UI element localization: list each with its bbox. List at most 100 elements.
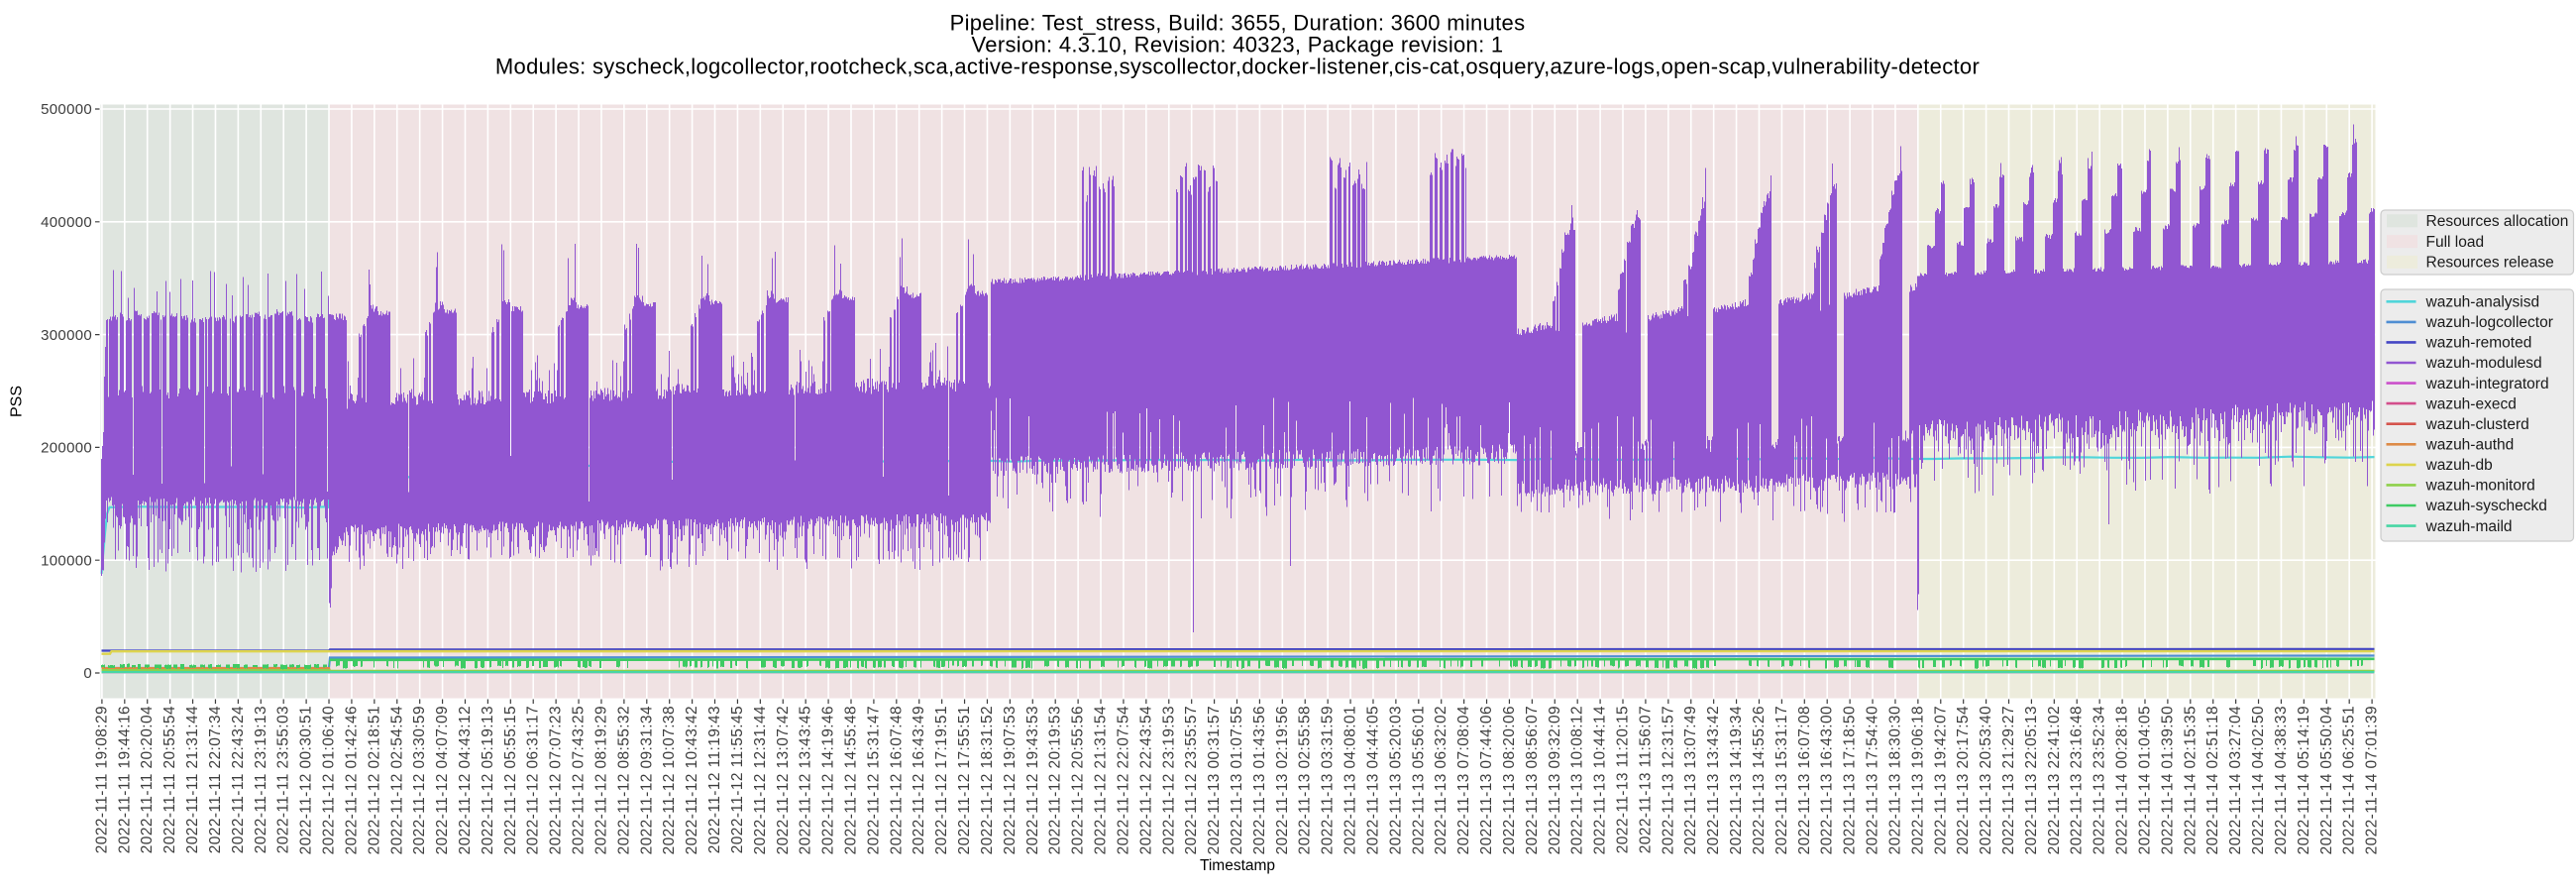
svg-text:400000: 400000 xyxy=(41,214,92,231)
svg-text:wazuh-maild: wazuh-maild xyxy=(2425,518,2513,535)
svg-text:wazuh-remoted: wazuh-remoted xyxy=(2425,335,2532,352)
svg-text:2022-11-14 04:38:33: 2022-11-14 04:38:33 xyxy=(2273,706,2290,854)
svg-text:2022-11-12 20:19:53: 2022-11-12 20:19:53 xyxy=(1047,706,1064,854)
svg-text:2022-11-13 19:42:07: 2022-11-13 19:42:07 xyxy=(1932,706,1949,854)
svg-text:2022-11-13 16:07:08: 2022-11-13 16:07:08 xyxy=(1796,706,1813,854)
svg-text:2022-11-14 05:50:04: 2022-11-14 05:50:04 xyxy=(2318,706,2335,854)
svg-text:2022-11-13 18:30:30: 2022-11-13 18:30:30 xyxy=(1886,706,1903,854)
svg-text:wazuh-modulesd: wazuh-modulesd xyxy=(2425,355,2542,372)
svg-text:2022-11-12 19:43:53: 2022-11-12 19:43:53 xyxy=(1024,706,1041,854)
svg-text:2022-11-13 23:52:34: 2022-11-13 23:52:34 xyxy=(2092,706,2108,854)
svg-text:2022-11-13 17:18:50: 2022-11-13 17:18:50 xyxy=(1842,706,1859,854)
svg-text:2022-11-12 05:19:13: 2022-11-12 05:19:13 xyxy=(480,706,496,854)
svg-text:2022-11-13 20:17:54: 2022-11-13 20:17:54 xyxy=(1955,706,1972,854)
svg-text:2022-11-12 03:30:59: 2022-11-12 03:30:59 xyxy=(411,706,428,854)
svg-text:wazuh-authd: wazuh-authd xyxy=(2425,437,2515,454)
svg-text:Resources allocation: Resources allocation xyxy=(2426,213,2569,230)
svg-text:2022-11-12 13:07:42: 2022-11-12 13:07:42 xyxy=(775,706,792,854)
svg-text:2022-11-14 05:14:19: 2022-11-14 05:14:19 xyxy=(2296,706,2312,854)
svg-text:2022-11-13 22:05:13: 2022-11-13 22:05:13 xyxy=(2023,706,2040,854)
svg-text:2022-11-13 09:32:09: 2022-11-13 09:32:09 xyxy=(1547,706,1563,854)
svg-text:2022-11-13 00:31:57: 2022-11-13 00:31:57 xyxy=(1206,706,1223,854)
svg-text:2022-11-13 14:19:34: 2022-11-13 14:19:34 xyxy=(1728,706,1745,854)
svg-text:2022-11-14 01:39:50: 2022-11-14 01:39:50 xyxy=(2159,706,2176,854)
svg-text:Pipeline: Test_stress, Build:: Pipeline: Test_stress, Build: 3655, Dura… xyxy=(950,11,1526,36)
svg-text:2022-11-12 00:30:51: 2022-11-12 00:30:51 xyxy=(298,706,315,854)
svg-text:wazuh-clusterd: wazuh-clusterd xyxy=(2425,416,2529,433)
svg-text:2022-11-13 04:44:05: 2022-11-13 04:44:05 xyxy=(1364,706,1381,854)
svg-text:2022-11-12 22:07:54: 2022-11-12 22:07:54 xyxy=(1115,706,1131,854)
svg-text:2022-11-13 23:16:48: 2022-11-13 23:16:48 xyxy=(2069,706,2086,854)
svg-text:wazuh-integratord: wazuh-integratord xyxy=(2425,376,2549,392)
svg-text:2022-11-13 05:56:01: 2022-11-13 05:56:01 xyxy=(1410,706,1427,854)
svg-text:2022-11-12 21:31:54: 2022-11-12 21:31:54 xyxy=(1093,706,1110,854)
svg-text:2022-11-12 04:07:09: 2022-11-12 04:07:09 xyxy=(434,706,451,854)
svg-text:2022-11-12 07:07:23: 2022-11-12 07:07:23 xyxy=(548,706,565,854)
svg-text:2022-11-13 21:29:27: 2022-11-13 21:29:27 xyxy=(2000,706,2017,854)
svg-text:2022-11-13 06:32:02: 2022-11-13 06:32:02 xyxy=(1433,706,1449,854)
svg-text:2022-11-12 01:06:40: 2022-11-12 01:06:40 xyxy=(321,706,338,854)
svg-text:2022-11-13 22:41:02: 2022-11-13 22:41:02 xyxy=(2046,706,2063,854)
svg-text:2022-11-14 02:15:35: 2022-11-14 02:15:35 xyxy=(2182,706,2199,854)
svg-text:300000: 300000 xyxy=(41,327,92,344)
svg-text:2022-11-13 05:20:03: 2022-11-13 05:20:03 xyxy=(1387,706,1404,854)
svg-text:2022-11-13 13:07:49: 2022-11-13 13:07:49 xyxy=(1682,706,1699,854)
svg-text:PSS: PSS xyxy=(9,386,26,417)
svg-text:2022-11-11 23:19:13: 2022-11-11 23:19:13 xyxy=(253,706,269,853)
svg-text:2022-11-12 18:31:52: 2022-11-12 18:31:52 xyxy=(979,706,996,854)
svg-text:2022-11-14 02:51:18: 2022-11-14 02:51:18 xyxy=(2204,706,2221,854)
svg-text:2022-11-12 13:43:45: 2022-11-12 13:43:45 xyxy=(798,706,814,854)
svg-text:2022-11-13 13:43:42: 2022-11-13 13:43:42 xyxy=(1705,706,1722,854)
svg-text:2022-11-14 03:27:04: 2022-11-14 03:27:04 xyxy=(2227,706,2244,854)
svg-text:Modules: syscheck,logcollector: Modules: syscheck,logcollector,rootcheck… xyxy=(495,55,1980,79)
svg-text:2022-11-11 22:43:24: 2022-11-11 22:43:24 xyxy=(230,706,247,853)
svg-text:2022-11-12 15:31:47: 2022-11-12 15:31:47 xyxy=(865,706,882,854)
svg-text:2022-11-12 11:55:45: 2022-11-12 11:55:45 xyxy=(729,706,746,853)
svg-text:2022-11-12 02:54:54: 2022-11-12 02:54:54 xyxy=(388,706,405,854)
svg-text:2022-11-12 23:55:57: 2022-11-12 23:55:57 xyxy=(1183,706,1200,854)
svg-text:2022-11-13 20:53:40: 2022-11-13 20:53:40 xyxy=(1978,706,1994,854)
svg-text:2022-11-13 07:08:04: 2022-11-13 07:08:04 xyxy=(1455,706,1472,854)
svg-text:2022-11-12 08:19:29: 2022-11-12 08:19:29 xyxy=(592,706,609,854)
svg-text:2022-11-13 08:56:07: 2022-11-13 08:56:07 xyxy=(1524,706,1541,854)
svg-text:2022-11-12 10:43:42: 2022-11-12 10:43:42 xyxy=(684,706,700,854)
svg-text:2022-11-12 06:31:17: 2022-11-12 06:31:17 xyxy=(525,706,542,854)
svg-text:wazuh-logcollector: wazuh-logcollector xyxy=(2425,314,2553,331)
svg-text:2022-11-13 14:55:26: 2022-11-13 14:55:26 xyxy=(1751,706,1768,854)
svg-text:2022-11-12 14:55:48: 2022-11-12 14:55:48 xyxy=(843,706,860,854)
svg-text:wazuh-execd: wazuh-execd xyxy=(2425,395,2517,412)
svg-text:2022-11-12 20:55:56: 2022-11-12 20:55:56 xyxy=(1070,706,1087,854)
svg-text:2022-11-12 16:07:48: 2022-11-12 16:07:48 xyxy=(888,706,905,854)
svg-text:2022-11-13 03:31:59: 2022-11-13 03:31:59 xyxy=(1320,706,1337,854)
svg-text:2022-11-13 07:44:06: 2022-11-13 07:44:06 xyxy=(1478,706,1495,854)
svg-text:0: 0 xyxy=(83,665,92,682)
svg-text:2022-11-12 10:07:38: 2022-11-12 10:07:38 xyxy=(661,706,678,854)
svg-text:2022-11-13 11:56:07: 2022-11-13 11:56:07 xyxy=(1637,706,1654,853)
svg-text:wazuh-monitord: wazuh-monitord xyxy=(2425,478,2535,495)
svg-text:2022-11-12 09:31:34: 2022-11-12 09:31:34 xyxy=(638,706,655,854)
svg-text:wazuh-analysisd: wazuh-analysisd xyxy=(2425,294,2540,311)
svg-text:2022-11-13 12:31:57: 2022-11-13 12:31:57 xyxy=(1660,706,1676,854)
svg-text:2022-11-13 01:07:55: 2022-11-13 01:07:55 xyxy=(1229,706,1245,854)
svg-text:2022-11-12 16:43:49: 2022-11-12 16:43:49 xyxy=(911,706,927,854)
svg-text:2022-11-13 01:43:56: 2022-11-13 01:43:56 xyxy=(1251,706,1268,854)
svg-text:2022-11-11 21:31:44: 2022-11-11 21:31:44 xyxy=(184,706,201,853)
svg-text:2022-11-14 04:02:50: 2022-11-14 04:02:50 xyxy=(2250,706,2267,854)
svg-text:2022-11-12 14:19:46: 2022-11-12 14:19:46 xyxy=(820,706,837,854)
svg-text:2022-11-12 05:55:15: 2022-11-12 05:55:15 xyxy=(502,706,519,854)
svg-text:Full load: Full load xyxy=(2426,234,2485,251)
svg-text:2022-11-14 07:01:39: 2022-11-14 07:01:39 xyxy=(2364,706,2381,854)
svg-text:2022-11-11 23:55:03: 2022-11-11 23:55:03 xyxy=(275,706,292,853)
svg-text:2022-11-13 02:19:56: 2022-11-13 02:19:56 xyxy=(1274,706,1291,854)
svg-text:2022-11-13 10:44:14: 2022-11-13 10:44:14 xyxy=(1592,706,1609,854)
svg-text:2022-11-13 02:55:58: 2022-11-13 02:55:58 xyxy=(1297,706,1314,854)
svg-text:Timestamp: Timestamp xyxy=(1200,857,1275,874)
svg-text:2022-11-13 10:08:12: 2022-11-13 10:08:12 xyxy=(1569,706,1586,854)
svg-text:2022-11-12 02:18:51: 2022-11-12 02:18:51 xyxy=(366,706,382,854)
svg-text:2022-11-12 08:55:32: 2022-11-12 08:55:32 xyxy=(615,706,632,854)
svg-text:2022-11-13 19:06:18: 2022-11-13 19:06:18 xyxy=(1909,706,1926,854)
svg-text:Version: 4.3.10, Revision: 403: Version: 4.3.10, Revision: 40323, Packag… xyxy=(972,33,1504,57)
svg-text:2022-11-12 17:55:51: 2022-11-12 17:55:51 xyxy=(956,706,973,854)
svg-text:2022-11-12 04:43:12: 2022-11-12 04:43:12 xyxy=(457,706,474,854)
svg-text:2022-11-12 17:19:51: 2022-11-12 17:19:51 xyxy=(933,706,950,854)
